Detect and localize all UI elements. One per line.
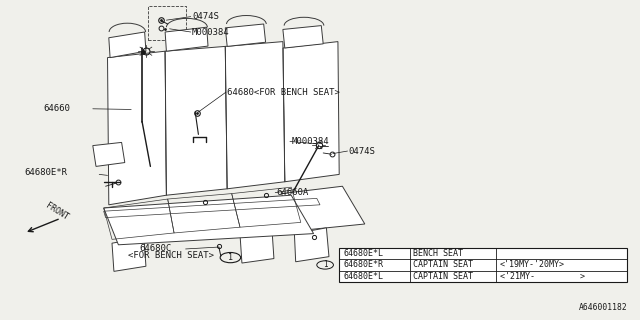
Polygon shape bbox=[109, 32, 146, 58]
Text: <'21MY-         >: <'21MY- > bbox=[500, 272, 585, 281]
Polygon shape bbox=[108, 51, 166, 205]
Text: 1: 1 bbox=[228, 253, 233, 262]
Polygon shape bbox=[225, 42, 285, 189]
Polygon shape bbox=[165, 27, 208, 51]
Text: 64660: 64660 bbox=[44, 104, 70, 113]
Text: 64660A: 64660A bbox=[276, 188, 308, 197]
Text: <'19MY-'20MY>: <'19MY-'20MY> bbox=[500, 260, 565, 269]
Text: 64680E*L: 64680E*L bbox=[343, 249, 383, 258]
Polygon shape bbox=[104, 195, 314, 245]
FancyBboxPatch shape bbox=[339, 248, 627, 282]
Polygon shape bbox=[283, 26, 323, 48]
Polygon shape bbox=[225, 24, 266, 46]
Text: 0474S: 0474S bbox=[349, 147, 376, 156]
Text: 64680E*R: 64680E*R bbox=[24, 168, 67, 177]
Text: 64680E*R: 64680E*R bbox=[343, 260, 383, 269]
Polygon shape bbox=[294, 228, 329, 262]
Text: <FOR BENCH SEAT>: <FOR BENCH SEAT> bbox=[128, 252, 214, 260]
Text: 1: 1 bbox=[323, 260, 328, 269]
Text: M000384: M000384 bbox=[192, 28, 230, 36]
Text: CAPTAIN SEAT: CAPTAIN SEAT bbox=[413, 272, 474, 281]
Text: M000384: M000384 bbox=[291, 137, 329, 146]
Text: A646001182: A646001182 bbox=[579, 303, 627, 312]
Text: BENCH SEAT: BENCH SEAT bbox=[413, 249, 463, 258]
Polygon shape bbox=[282, 186, 365, 231]
Polygon shape bbox=[93, 142, 125, 166]
Text: CAPTAIN SEAT: CAPTAIN SEAT bbox=[413, 260, 474, 269]
Text: 0474S: 0474S bbox=[192, 12, 219, 21]
Text: 64680<FOR BENCH SEAT>: 64680<FOR BENCH SEAT> bbox=[227, 88, 340, 97]
Text: 64680E*L: 64680E*L bbox=[343, 272, 383, 281]
Polygon shape bbox=[240, 230, 274, 263]
Text: FRONT: FRONT bbox=[44, 201, 70, 222]
Polygon shape bbox=[165, 46, 227, 195]
Polygon shape bbox=[283, 42, 339, 182]
Text: 64680C: 64680C bbox=[140, 244, 172, 253]
Polygon shape bbox=[112, 237, 146, 271]
